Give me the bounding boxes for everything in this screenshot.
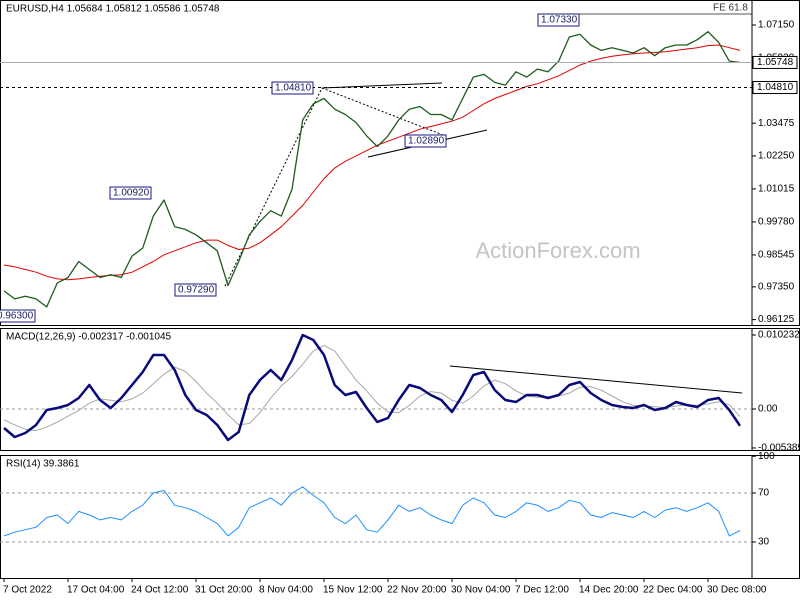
- macd-trendline: [449, 365, 743, 394]
- x-tick-label: 17 Oct 04:00: [67, 585, 125, 596]
- annotation: 0.97290: [178, 285, 215, 296]
- series-line: [3, 486, 741, 537]
- wave-line: [321, 87, 444, 136]
- wave-line: [224, 87, 323, 287]
- y-tick-label: 1.07150: [758, 20, 795, 31]
- x-tick-label: 14 Dec 20:00: [579, 585, 639, 596]
- price-label: 1.05748: [757, 57, 794, 68]
- price-box: [752, 81, 798, 95]
- y-tick-label: 30: [758, 537, 770, 548]
- y-tick-label: -0.005389: [758, 443, 800, 454]
- y-tick-label: 0.96125: [758, 314, 795, 325]
- fe-label: FE 61.8: [713, 3, 748, 14]
- y-tick-label: 0.00: [758, 404, 778, 415]
- annotation-box: [109, 186, 152, 200]
- annotation: 0.96300: [0, 311, 34, 322]
- series-line: [3, 31, 741, 308]
- y-tick-label: 0.010232: [758, 330, 800, 341]
- watermark: ActionForex.com: [475, 238, 640, 263]
- series-line: [3, 333, 742, 442]
- annotation-box: [404, 134, 447, 148]
- annotation: 1.07330: [541, 15, 578, 26]
- x-tick-label: 30 Dec 08:00: [707, 585, 767, 596]
- pane-title: MACD(12,26,9) -0.002317 -0.001045: [6, 332, 172, 343]
- x-tick-label: 24 Oct 12:00: [131, 585, 189, 596]
- pane-title: RSI(14) 39.3861: [6, 459, 80, 470]
- price-label: 1.04810: [757, 82, 794, 93]
- y-tick-label: 1.03475: [758, 118, 795, 129]
- x-tick-label: 30 Nov 04:00: [451, 585, 511, 596]
- annotation: 1.00920: [113, 188, 150, 199]
- pane-title: EURUSD,H4 1.05684 1.05812 1.05586 1.0574…: [6, 4, 220, 15]
- annotation-box: [0, 309, 36, 323]
- y-tick-label: 100: [758, 451, 775, 462]
- y-tick-label: 0.99780: [758, 217, 795, 228]
- y-tick-label: 1.02250: [758, 151, 795, 162]
- x-tick-label: 31 Oct 20:00: [195, 585, 253, 596]
- series-line: [3, 44, 741, 281]
- annotation: 1.04810: [275, 83, 312, 94]
- x-tick-label: 7 Oct 2022: [3, 585, 52, 596]
- price-box: [752, 55, 798, 69]
- y-tick-label: 0.97350: [758, 282, 795, 293]
- annotation-box: [537, 13, 580, 27]
- y-tick-label: 70: [758, 488, 770, 499]
- x-tick-label: 15 Nov 12:00: [323, 585, 383, 596]
- y-tick-label: 0.98545: [758, 250, 795, 261]
- annotation: 1.02890: [408, 136, 445, 147]
- x-tick-label: 8 Nov 04:00: [259, 585, 313, 596]
- annotation-box: [271, 81, 314, 95]
- y-tick-label: 1.01015: [758, 184, 795, 195]
- x-tick-label: 22 Dec 04:00: [643, 585, 703, 596]
- series-line: [3, 344, 741, 432]
- x-tick-label: 7 Dec 12:00: [515, 585, 569, 596]
- x-tick-label: 22 Nov 20:00: [387, 585, 447, 596]
- annotation-box: [174, 283, 217, 297]
